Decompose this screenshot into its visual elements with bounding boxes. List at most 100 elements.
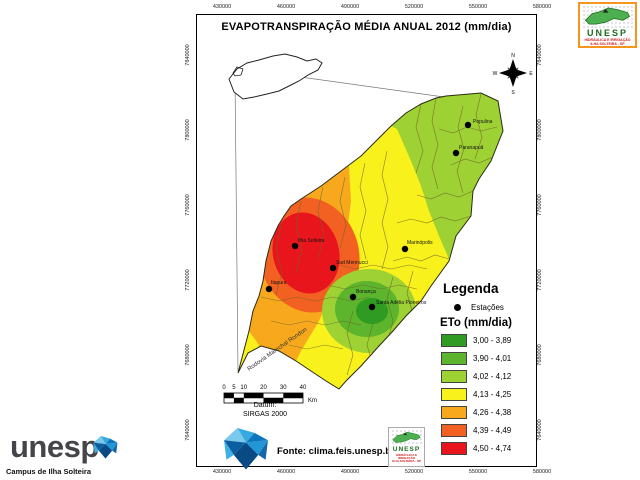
y-axis-tick-left: 7760000 [185, 194, 191, 216]
dept-logo-grid [391, 429, 422, 446]
station-dot [452, 149, 460, 157]
scalebar-tick-label: 5 [232, 385, 236, 391]
state-map-icon [584, 7, 631, 25]
legend-class-row: 4,13 - 4,25 [441, 388, 538, 401]
dept-org-label: UNESP [392, 446, 421, 453]
x-axis-tick-top: 550000 [468, 4, 488, 10]
legend-swatch [441, 370, 467, 383]
legend-range-label: 4,39 - 4,49 [473, 426, 512, 435]
dept-line2: ILHA SOLTEIRA - SP [391, 459, 422, 464]
x-axis-tick-bottom: 490000 [340, 469, 360, 475]
y-axis-tick-left: 7720000 [185, 269, 191, 291]
station-label: Santa Adélia Pioneiros [376, 300, 427, 306]
legend-class-row: 4,02 - 4,12 [441, 370, 538, 383]
unesp-gem-logo [224, 428, 268, 470]
station-dot [329, 264, 337, 272]
station-label: Paranapuã [459, 145, 484, 151]
inset-state-map [228, 53, 445, 372]
compass-e: E [529, 71, 533, 77]
legend-class-row: 4,39 - 4,49 [441, 424, 538, 437]
legend-class-row: 3,90 - 4,01 [441, 352, 538, 365]
dept-line1: HIDRÁULICA E IRRIGAÇÃO [584, 38, 631, 42]
map-canvas: Ilha Solteira Sud Mennucci Itapura Marinópo… [222, 53, 534, 404]
zone-darkgreen-core [356, 298, 388, 324]
legend-class-row: 4,26 - 4,38 [441, 406, 538, 419]
station-dot [265, 285, 273, 293]
station-label: Ilha Solteira [298, 238, 325, 244]
legend-range-label: 4,02 - 4,12 [473, 372, 512, 381]
station-label: Bonança [356, 289, 376, 295]
compass-star [499, 59, 527, 87]
station-dot [349, 293, 357, 301]
y-axis-tick-left: 7800000 [185, 119, 191, 141]
dept-line2: ILHA SOLTEIRA - SP [590, 42, 625, 47]
scalebar-segment [243, 393, 264, 398]
y-axis-tick-right: 7800000 [537, 119, 543, 141]
station-dot [368, 303, 376, 311]
x-axis-tick-bottom: 520000 [404, 469, 424, 475]
x-axis-tick-top: 580000 [532, 4, 552, 10]
datum-label: Datum: [253, 402, 277, 409]
y-axis-tick-right: 7840000 [537, 44, 543, 66]
station-dot [464, 121, 472, 129]
x-axis-tick-bottom: 550000 [468, 469, 488, 475]
x-axis-tick-top: 490000 [340, 4, 360, 10]
station-dot [291, 242, 299, 250]
station-dot [401, 245, 409, 253]
dept-line1: HIDRÁULICA E IRRIGAÇÃO [395, 452, 418, 460]
scalebar-segment [283, 393, 303, 398]
station-label: Populina [473, 119, 493, 125]
scalebar-labels: 0 5 10 20 30 40 [222, 385, 307, 391]
legend-title: Legenda [443, 281, 499, 296]
dept-org-label: UNESP [586, 28, 628, 38]
legend-swatch [441, 388, 467, 401]
legend-eto-title: ETo (mm/dia) [440, 317, 512, 329]
scalebar-unit: Km [308, 398, 317, 404]
map-title: EVAPOTRANSPIRAÇÃO MÉDIA ANUAL 2012 (mm/d… [221, 21, 512, 33]
y-axis-tick-right: 7760000 [537, 194, 543, 216]
campus-label: Campus de Ilha Solteira [6, 467, 92, 476]
region-outline [237, 92, 504, 390]
scale-bar: 0 5 10 20 30 40 Km [222, 385, 317, 404]
legend-stations-row: Estações [454, 303, 538, 312]
legend-range-label: 4,50 - 4,74 [473, 444, 512, 453]
scalebar-tick-label: 20 [260, 385, 267, 391]
dept-logo-corner: UNESP HIDRÁULICA E IRRIGAÇÃO ILHA SOLTEI… [578, 2, 637, 48]
state-map-icon [392, 431, 421, 443]
x-axis-tick-top: 430000 [212, 4, 232, 10]
legend-range-label: 4,13 - 4,25 [473, 390, 512, 399]
scalebar-tick-label: 40 [300, 385, 307, 391]
scalebar-tick-label: 10 [240, 385, 247, 391]
legend-swatch [441, 352, 467, 365]
eto-region-layers [238, 93, 503, 389]
scalebar-segment [224, 393, 234, 398]
compass-rose: N S W E [493, 53, 534, 96]
compass-s: S [511, 90, 515, 96]
legend-range-label: 4,26 - 4,38 [473, 408, 512, 417]
legend: Legenda Estações ETo (mm/dia) 3,00 - 3,8… [438, 281, 538, 460]
municipality-borders [260, 93, 498, 376]
legend-stations-label: Estações [471, 303, 504, 312]
station-label: Itapura [271, 280, 287, 286]
compass-w: W [493, 71, 498, 77]
y-axis-tick-right: 7640000 [537, 419, 543, 441]
datum-value: SIRGAS 2000 [243, 411, 287, 418]
legend-swatch [441, 424, 467, 437]
scalebar-tick-label: 0 [222, 385, 226, 391]
scalebar-segment [233, 398, 244, 403]
locator-line [234, 75, 239, 372]
legend-swatch [441, 406, 467, 419]
unesp-gem-icon [93, 436, 118, 459]
legend-swatch [441, 334, 467, 347]
dept-logo-grid [582, 5, 633, 28]
zone-red-core [272, 212, 340, 294]
station-label: Marinópolis [407, 240, 433, 246]
x-axis-tick-bottom: 460000 [276, 469, 296, 475]
state-outline [228, 53, 323, 100]
x-axis-tick-bottom: 430000 [212, 469, 232, 475]
station-dot-icon [454, 304, 461, 311]
scalebar-tick-label: 30 [280, 385, 287, 391]
legend-classes: 3,00 - 3,89 3,90 - 4,01 4,02 - 4,12 4,13 - … [438, 334, 538, 455]
legend-swatch [441, 442, 467, 455]
